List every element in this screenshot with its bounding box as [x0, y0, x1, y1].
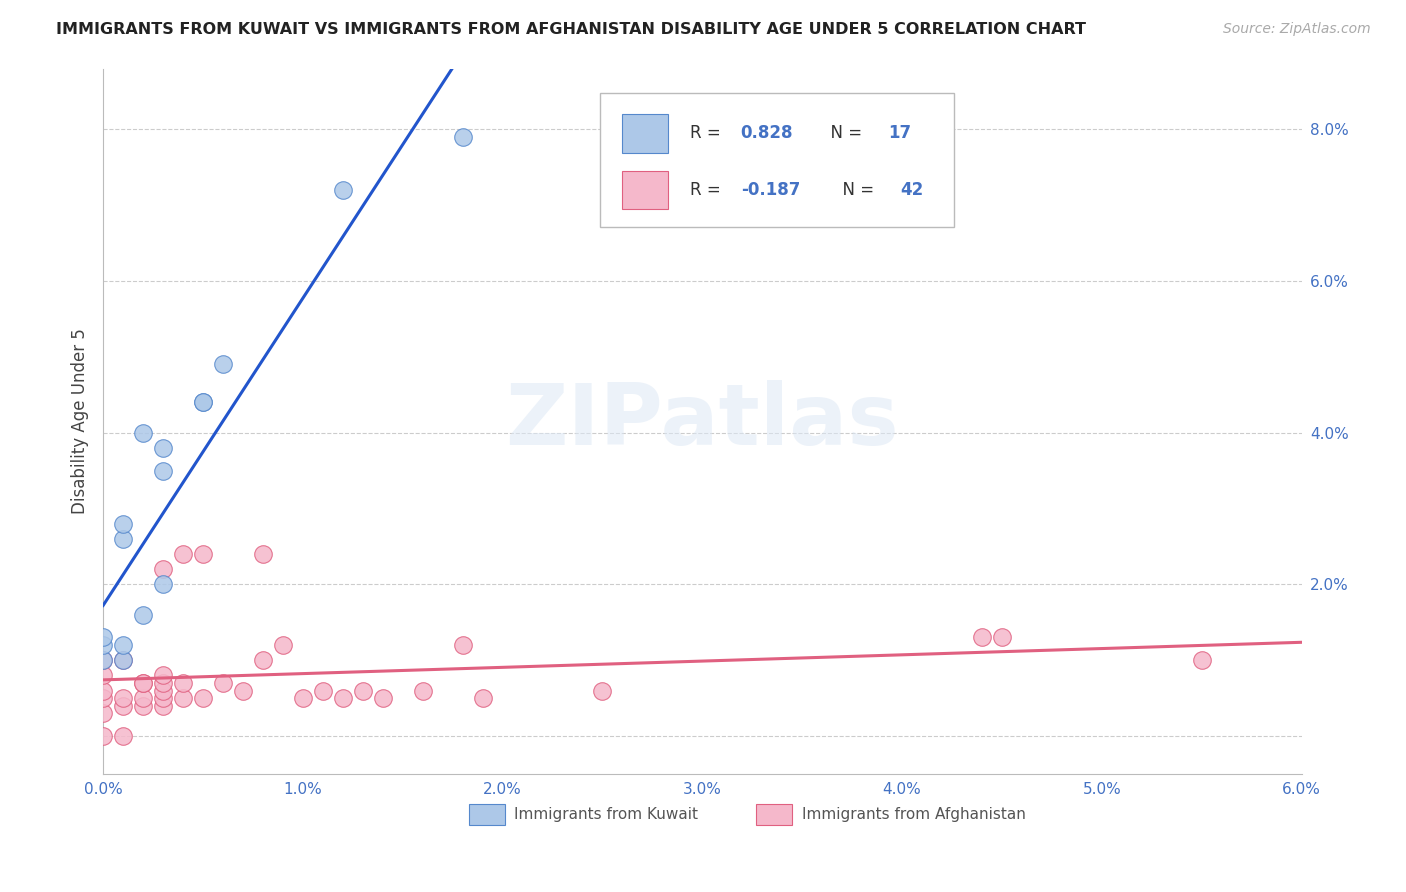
Point	[132, 607, 155, 622]
Text: IMMIGRANTS FROM KUWAIT VS IMMIGRANTS FROM AFGHANISTAN DISABILITY AGE UNDER 5 COR: IMMIGRANTS FROM KUWAIT VS IMMIGRANTS FRO…	[56, 22, 1087, 37]
Bar	[756, 804, 792, 825]
Text: Immigrants from Kuwait: Immigrants from Kuwait	[515, 807, 699, 822]
Point	[152, 683, 174, 698]
Point	[112, 653, 135, 667]
Text: 17: 17	[889, 124, 911, 143]
Bar	[621, 114, 668, 153]
Point	[91, 653, 114, 667]
Point	[352, 683, 374, 698]
Point	[291, 691, 314, 706]
Text: ZIPatlas: ZIPatlas	[506, 380, 900, 463]
Point	[252, 547, 274, 561]
Text: 42: 42	[900, 181, 924, 199]
Bar	[621, 170, 668, 210]
Point	[152, 668, 174, 682]
Point	[271, 638, 294, 652]
Text: 0.828: 0.828	[741, 124, 793, 143]
Text: N =: N =	[820, 124, 868, 143]
Point	[91, 683, 114, 698]
Point	[91, 653, 114, 667]
Point	[191, 395, 214, 409]
Point	[152, 676, 174, 690]
Point	[112, 516, 135, 531]
Point	[91, 691, 114, 706]
Point	[132, 691, 155, 706]
Point	[112, 638, 135, 652]
Point	[172, 691, 194, 706]
Text: N =: N =	[832, 181, 879, 199]
Point	[592, 683, 614, 698]
Point	[212, 357, 235, 371]
Point	[152, 698, 174, 713]
FancyBboxPatch shape	[600, 93, 955, 227]
Point	[152, 464, 174, 478]
Y-axis label: Disability Age Under 5: Disability Age Under 5	[72, 328, 89, 514]
Point	[91, 638, 114, 652]
Point	[132, 425, 155, 440]
Point	[152, 441, 174, 455]
Point	[332, 183, 354, 197]
Point	[112, 532, 135, 546]
Point	[132, 676, 155, 690]
Point	[991, 631, 1014, 645]
Point	[232, 683, 254, 698]
Text: Immigrants from Afghanistan: Immigrants from Afghanistan	[801, 807, 1026, 822]
Point	[172, 547, 194, 561]
Point	[252, 653, 274, 667]
Point	[1191, 653, 1213, 667]
Point	[112, 653, 135, 667]
Point	[91, 706, 114, 721]
Point	[132, 676, 155, 690]
Point	[471, 691, 494, 706]
Point	[112, 729, 135, 743]
Text: Source: ZipAtlas.com: Source: ZipAtlas.com	[1223, 22, 1371, 37]
Point	[212, 676, 235, 690]
Point	[172, 676, 194, 690]
Bar	[468, 804, 505, 825]
Point	[152, 577, 174, 591]
Point	[451, 638, 474, 652]
Point	[412, 683, 434, 698]
Point	[152, 562, 174, 576]
Point	[91, 668, 114, 682]
Point	[132, 698, 155, 713]
Point	[112, 691, 135, 706]
Point	[451, 129, 474, 144]
Text: R =: R =	[690, 124, 727, 143]
Text: -0.187: -0.187	[741, 181, 800, 199]
Point	[91, 729, 114, 743]
Point	[91, 631, 114, 645]
Point	[191, 395, 214, 409]
Point	[970, 631, 993, 645]
Point	[371, 691, 394, 706]
Point	[112, 698, 135, 713]
Point	[332, 691, 354, 706]
Point	[312, 683, 335, 698]
Text: R =: R =	[690, 181, 727, 199]
Point	[191, 691, 214, 706]
Point	[191, 547, 214, 561]
Point	[152, 691, 174, 706]
